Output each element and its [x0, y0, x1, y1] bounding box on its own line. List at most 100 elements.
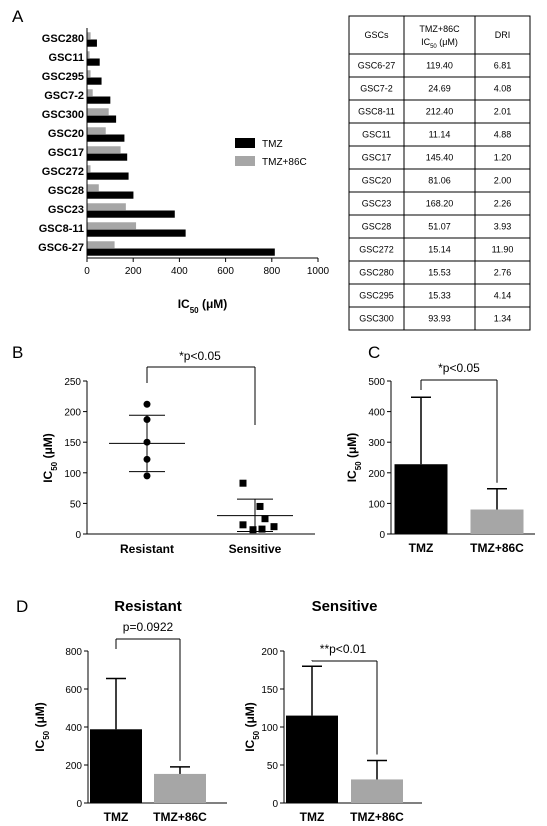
point-b-sensitive: [256, 502, 264, 510]
tick-label-d1-y: 0: [76, 799, 82, 810]
tick-label-a-y: GSC272: [42, 166, 84, 178]
table-cell: 15.14: [428, 245, 451, 255]
table-cell: 11.14: [429, 130, 451, 140]
bar-a-tmz: [87, 210, 175, 218]
sig-label-d2: **p<0.01: [320, 642, 367, 656]
table-cell: GSC28: [362, 222, 392, 232]
tick-label-a-y: GSC8-11: [39, 223, 84, 235]
point-b-resistant: [143, 455, 151, 463]
tick-label-d1-y: 400: [65, 723, 82, 734]
axis-title-d2-y: IC50 (μM): [243, 702, 261, 752]
bar-a-tmz86c: [87, 89, 93, 97]
tick-label-a-x: 600: [217, 266, 234, 277]
tick-label-d1-y: 600: [65, 685, 82, 696]
table-header-dri: DRI: [495, 30, 511, 40]
tick-label-b-y: 200: [64, 408, 81, 419]
panel-title-d2: Sensitive: [312, 598, 378, 615]
tick-label-a-y: GSC280: [42, 33, 84, 45]
bar-d1-tmz86c: [154, 773, 206, 803]
table-cell: 145.40: [426, 153, 454, 163]
tick-label-a-y: GSC300: [42, 109, 84, 121]
bar-a-tmz: [87, 39, 97, 47]
table-cell: 11.90: [492, 245, 514, 255]
bar-a-tmz86c: [87, 70, 91, 78]
table-cell: GSC8-11: [358, 107, 395, 117]
tick-label-d1-y: 200: [65, 761, 82, 772]
bar-c-tmz86c: [470, 509, 524, 534]
tick-label-b-y: 250: [64, 377, 81, 388]
table-cell: 15.33: [428, 291, 451, 301]
tick-label-c-y: 400: [368, 408, 385, 419]
panel-letter-a: A: [12, 7, 24, 26]
tick-label-c-y: 100: [368, 499, 385, 510]
table-cell: GSC7-2: [360, 84, 393, 94]
table-cell: GSC280: [359, 268, 394, 278]
point-b-resistant: [143, 472, 151, 480]
tick-label-b-x: Sensitive: [229, 542, 282, 556]
table-header-gscs: GSCs: [364, 30, 389, 40]
tick-label-d2-y: 100: [261, 723, 278, 734]
table-cell: 2.26: [494, 199, 512, 209]
table-cell: 3.93: [494, 222, 512, 232]
bar-a-tmz86c: [87, 222, 137, 230]
bar-a-tmz86c: [87, 127, 106, 135]
table-cell: 2.00: [494, 176, 512, 186]
table-cell: 119.40: [426, 61, 453, 71]
table-cell: GSC23: [362, 199, 392, 209]
axis-title-b-y: IC50 (μM): [41, 433, 59, 483]
point-b-resistant: [143, 416, 151, 424]
point-b-sensitive: [249, 526, 257, 534]
bar-d2-tmz86c: [351, 779, 403, 803]
tick-label-a-x: 1000: [307, 266, 330, 277]
table-cell: 2.76: [494, 268, 512, 278]
legend-swatch-tmz: [235, 138, 255, 148]
tick-label-d2-y: 0: [272, 799, 278, 810]
table-cell: GSC6-27: [358, 61, 396, 71]
bar-a-tmz86c: [87, 32, 91, 40]
table-cell: GSC300: [359, 314, 394, 324]
axis-title-d1-y: IC50 (μM): [33, 702, 51, 752]
bar-a-tmz86c: [87, 51, 90, 59]
axis-title-a-x: IC50 (μM): [178, 297, 228, 315]
tick-label-a-x: 800: [263, 266, 280, 277]
table-cell: 4.08: [494, 84, 512, 94]
bar-a-tmz: [87, 96, 111, 104]
bar-a-tmz: [87, 172, 129, 180]
table-header-ic50-line1: TMZ+86C: [419, 24, 460, 34]
bar-a-tmz: [87, 229, 186, 237]
tick-label-c-y: 300: [368, 438, 385, 449]
tick-label-a-y: GSC20: [48, 128, 84, 140]
legend-swatch-tmz86c: [235, 156, 255, 166]
point-b-sensitive: [258, 525, 266, 533]
table-cell: 4.88: [494, 130, 512, 140]
tick-label-b-y: 150: [64, 438, 81, 449]
panel-letter-c: C: [368, 343, 380, 362]
bar-a-tmz: [87, 248, 275, 256]
bar-a-tmz86c: [87, 241, 115, 249]
tick-label-a-y: GSC28: [48, 185, 84, 197]
tick-label-a-x: 0: [84, 266, 90, 277]
table-cell: GSC20: [362, 176, 392, 186]
bar-a-tmz: [87, 58, 100, 66]
tick-label-b-y: 0: [75, 530, 81, 541]
point-b-resistant: [143, 438, 151, 446]
tick-label-a-y: GSC11: [49, 52, 84, 64]
sig-label-b: *p<0.05: [179, 349, 221, 363]
bar-a-tmz86c: [87, 203, 126, 211]
bar-c-tmz: [394, 464, 448, 534]
tick-label-c-y: 200: [368, 469, 385, 480]
table-cell: 168.20: [426, 199, 454, 209]
table-cell: 212.40: [426, 107, 454, 117]
bar-a-tmz86c: [87, 146, 121, 154]
tick-label-d2-x: TMZ+86C: [350, 810, 404, 824]
sig-label-d1: p=0.0922: [123, 620, 174, 634]
table-cell: 51.07: [428, 222, 451, 232]
tick-label-d1-x: TMZ: [104, 810, 129, 824]
table-cell: GSC17: [362, 153, 392, 163]
tick-label-a-x: 200: [125, 266, 142, 277]
tick-label-c-x: TMZ+86C: [470, 541, 524, 555]
bar-a-tmz86c: [87, 108, 109, 116]
bar-a-tmz86c: [87, 184, 99, 192]
tick-label-a-y: GSC17: [48, 147, 84, 159]
tick-label-b-y: 100: [64, 469, 81, 480]
